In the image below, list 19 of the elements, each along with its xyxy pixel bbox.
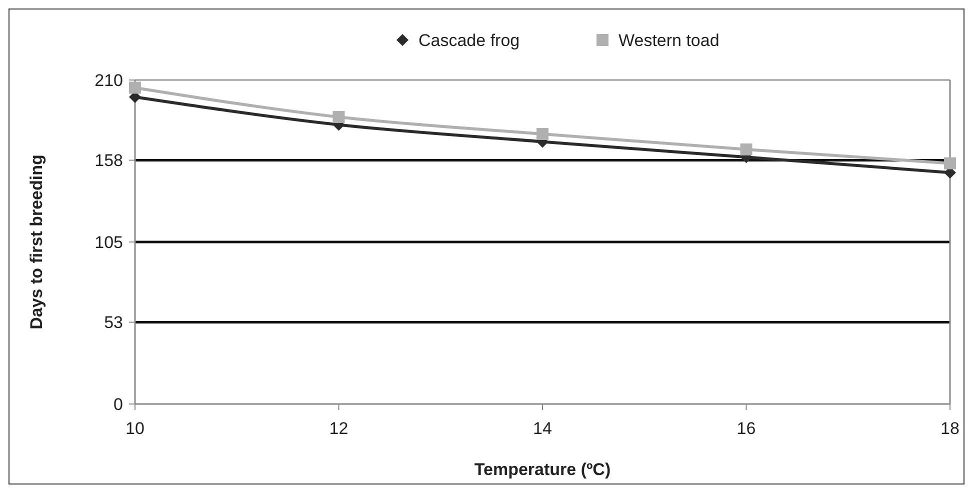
legend-label: Cascade frog — [418, 30, 520, 50]
x-tick-label: 10 — [126, 419, 144, 438]
legend-label: Western toad — [618, 30, 720, 50]
x-tick-label: 12 — [329, 419, 348, 438]
y-tick-label: 105 — [94, 232, 123, 252]
y-tick-label: 0 — [114, 394, 123, 414]
x-tick-label: 16 — [736, 419, 756, 438]
y-tick-label: 158 — [94, 151, 123, 170]
x-tick-label: 14 — [533, 419, 552, 438]
y-axis-title: Days to first breeding — [27, 154, 46, 330]
point — [332, 111, 345, 124]
point — [536, 128, 548, 140]
point — [944, 157, 956, 170]
point — [129, 82, 141, 94]
x-axis-title: Temperature (ºC) — [474, 460, 611, 479]
x-tick-label: 18 — [940, 419, 960, 438]
y-tick-label: 53 — [104, 313, 123, 332]
point — [740, 143, 752, 156]
y-tick-label: 210 — [94, 70, 123, 90]
